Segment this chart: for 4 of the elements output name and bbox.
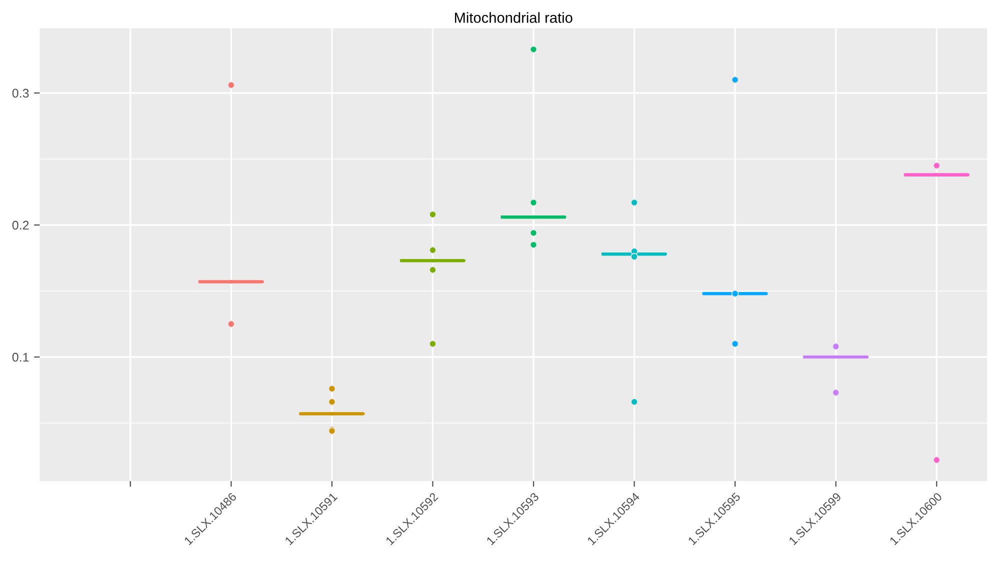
y-tick-label: 0.2 — [12, 220, 29, 230]
y-tick-label: 0.3 — [12, 88, 29, 98]
chart-title: Mitochondrial ratio — [454, 12, 572, 23]
y-tick-label: 0.1 — [12, 352, 29, 362]
